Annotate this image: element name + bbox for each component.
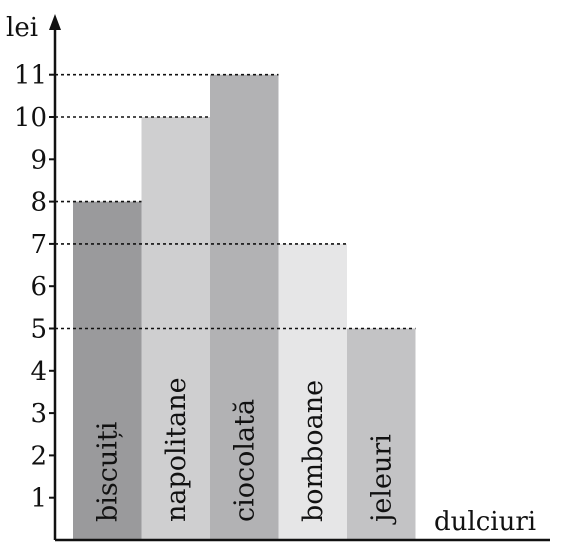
y-tick-label-9: 9	[30, 145, 47, 175]
x-axis-title: dulciuri	[434, 507, 536, 537]
guide-lines	[55, 73, 416, 330]
bar-2	[210, 74, 279, 540]
y-ticks: 1 2 3 4 5 6 7 8 9 10 11	[14, 61, 55, 514]
y-tick-label-1: 1	[30, 484, 47, 514]
y-tick-label-2: 2	[30, 441, 47, 471]
bar-label-3: bomboane	[298, 380, 329, 522]
y-axis-title: lei	[6, 13, 38, 43]
y-tick-label-11: 11	[14, 61, 47, 91]
y-tick-label-8: 8	[30, 188, 47, 218]
y-tick-label-4: 4	[30, 357, 47, 387]
y-axis-arrow	[49, 14, 61, 30]
bar-label-0: biscuiți	[92, 421, 123, 522]
y-tick-label-7: 7	[30, 230, 47, 260]
bar-label-4: jeleuri	[366, 434, 397, 525]
bar-3	[278, 243, 347, 540]
y-tick-label-5: 5	[30, 315, 47, 345]
y-tick-label-3: 3	[30, 399, 47, 429]
bar-0	[73, 201, 142, 540]
y-tick-label-10: 10	[14, 103, 47, 133]
axes	[49, 14, 550, 542]
bar-label-2: ciocolată	[229, 399, 260, 522]
bar-4	[347, 328, 416, 540]
y-tick-label-6: 6	[30, 272, 47, 302]
bar-labels: biscuiți napolitane ciocolată bomboane jeleu…	[92, 377, 397, 525]
bar-label-1: napolitane	[161, 377, 192, 522]
